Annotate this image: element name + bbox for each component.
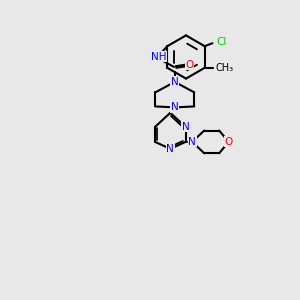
Text: N: N xyxy=(171,102,179,112)
Text: N: N xyxy=(182,122,189,132)
Text: O: O xyxy=(224,137,233,147)
Text: N: N xyxy=(188,137,196,147)
Text: O: O xyxy=(185,60,193,70)
Text: N: N xyxy=(167,144,174,154)
Text: NH: NH xyxy=(151,52,166,62)
Text: Cl: Cl xyxy=(216,37,226,47)
Text: N: N xyxy=(171,77,179,87)
Text: CH₃: CH₃ xyxy=(216,63,234,73)
